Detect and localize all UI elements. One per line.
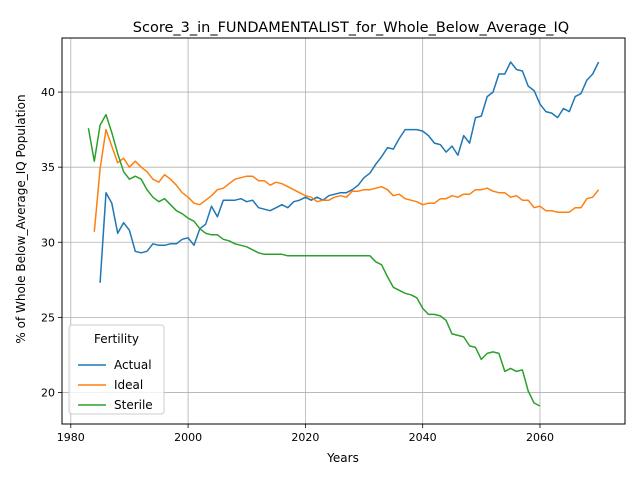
x-tick-label: 1980 [57, 431, 85, 444]
legend: Fertility Actual Ideal Sterile [68, 324, 165, 415]
series-line-ideal [93, 128, 600, 232]
y-tick-label: 25 [41, 311, 55, 324]
y-axis-label: % of Whole Below_Average_IQ Population [14, 94, 28, 343]
x-tick-label: 2020 [291, 431, 319, 444]
y-tick-label: 30 [41, 236, 55, 249]
series-line-actual [99, 61, 600, 283]
chart-title: Score_3_in_FUNDAMENTALIST_for_Whole_Belo… [133, 20, 569, 36]
legend-title: Fertility [94, 332, 139, 346]
series-line-sterile [87, 113, 541, 407]
series-lines [87, 61, 600, 407]
x-tick-label: 2000 [174, 431, 202, 444]
legend-label-actual: Actual [114, 358, 152, 372]
axis-ticks: 1980 2000 2020 2040 2060 20 25 30 35 40 [41, 86, 554, 444]
legend-label-ideal: Ideal [114, 378, 143, 392]
y-tick-label: 35 [41, 161, 55, 174]
plot-frame [61, 37, 626, 425]
y-tick-label: 20 [41, 386, 55, 399]
x-axis-label: Years [326, 451, 359, 465]
x-tick-label: 2040 [409, 431, 437, 444]
y-tick-label: 40 [41, 86, 55, 99]
legend-box [68, 324, 165, 415]
legend-label-sterile: Sterile [114, 398, 153, 412]
x-tick-label: 2060 [526, 431, 554, 444]
